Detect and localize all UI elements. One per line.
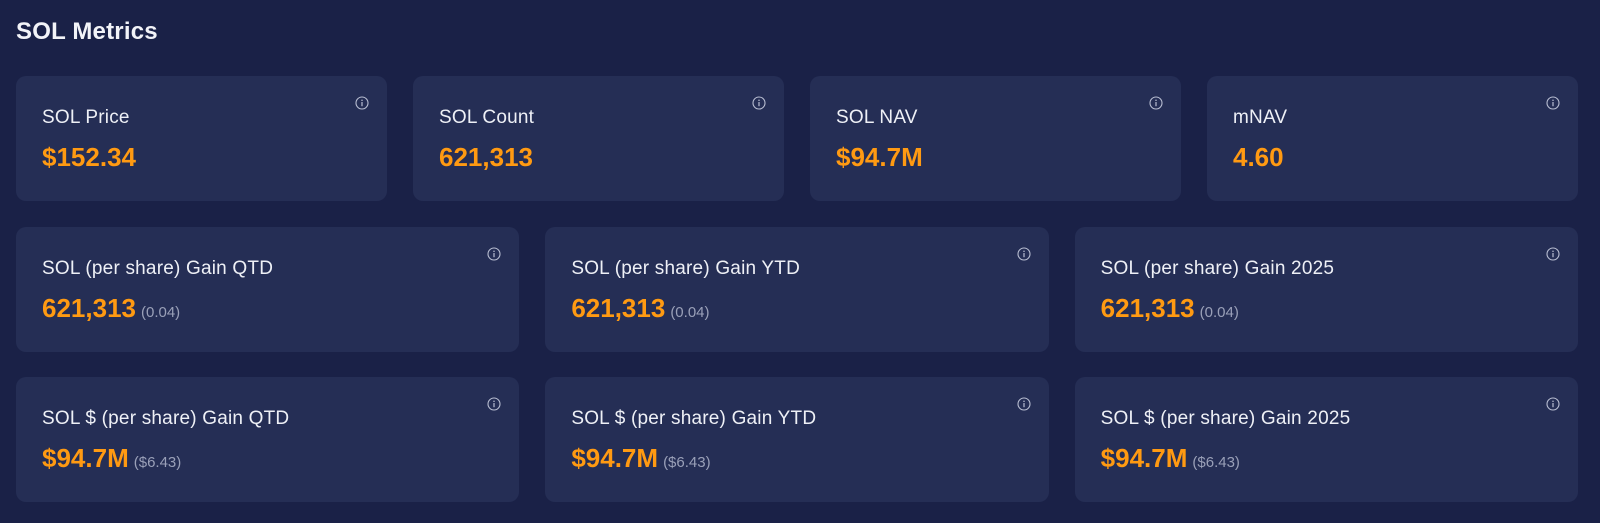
info-icon[interactable] [1546,247,1560,261]
metrics-row-dollar-per-share-gain: SOL $ (per share) Gain QTD $94.7M ($6.43… [16,377,1578,502]
metric-value-group: 4.60 [1233,142,1284,173]
info-icon[interactable] [1017,397,1031,411]
metric-label: SOL (per share) Gain QTD [42,258,274,279]
metric-card-per-share-gain-2025: SOL (per share) Gain 2025 621,313 (0.04) [1074,227,1578,352]
metric-value-group: 621,313 (0.04) [1101,293,1239,324]
metrics-row-primary: SOL Price $152.34 SOL Count 621,313 SOL … [16,76,1578,201]
metric-subvalue: ($6.43) [663,454,711,471]
metric-label: SOL (per share) Gain 2025 [1100,258,1335,279]
info-icon[interactable] [1546,397,1560,411]
metric-value-group: 621,313 (0.04) [42,293,180,324]
metric-label: SOL $ (per share) Gain 2025 [1100,408,1351,429]
metric-subvalue: ($6.43) [1192,454,1240,471]
metric-value-group: $152.34 [42,142,136,173]
metric-card-dollar-per-share-gain-ytd: SOL $ (per share) Gain YTD $94.7M ($6.43… [545,377,1049,502]
metric-label: SOL Price [42,107,130,128]
metric-subvalue: ($6.43) [133,454,182,471]
metric-value: $94.7M [836,142,923,172]
info-icon[interactable] [487,397,501,411]
metric-card-dollar-per-share-gain-2025: SOL $ (per share) Gain 2025 $94.7M ($6.4… [1074,377,1578,502]
info-icon[interactable] [1149,96,1163,110]
metric-card-per-share-gain-qtd: SOL (per share) Gain QTD 621,313 (0.04) [16,227,520,352]
metric-value: 621,313 [42,293,136,323]
metric-value: $152.34 [42,142,136,172]
metric-card-dollar-per-share-gain-qtd: SOL $ (per share) Gain QTD $94.7M ($6.43… [16,377,520,502]
info-icon[interactable] [752,96,766,110]
info-icon[interactable] [487,247,501,261]
metric-card-sol-count: SOL Count 621,313 [413,76,784,201]
metric-subvalue: (0.04) [670,304,710,321]
metric-value-group: $94.7M [836,142,923,173]
metric-card-per-share-gain-ytd: SOL (per share) Gain YTD 621,313 (0.04) [545,227,1049,352]
metric-value: $94.7M [42,443,129,473]
metric-value: 621,313 [571,293,666,323]
metric-label: SOL Count [439,107,535,128]
metric-label: SOL $ (per share) Gain QTD [42,408,290,429]
metric-value: 621,313 [1100,293,1195,323]
metrics-row-per-share-gain: SOL (per share) Gain QTD 621,313 (0.04) … [16,227,1578,352]
metric-label: mNAV [1233,107,1288,128]
metric-card-sol-nav: SOL NAV $94.7M [810,76,1181,201]
metric-value-group: 621,313 [439,142,533,173]
metric-label: SOL (per share) Gain YTD [571,258,800,279]
info-icon[interactable] [355,96,369,110]
metric-value: 621,313 [439,142,533,172]
metric-label: SOL $ (per share) Gain YTD [571,408,817,429]
info-icon[interactable] [1017,247,1031,261]
metric-card-sol-price: SOL Price $152.34 [16,76,387,201]
metric-card-mnav: mNAV 4.60 [1207,76,1578,201]
metric-value: $94.7M [571,443,659,473]
metric-value: 4.60 [1233,142,1284,172]
metric-label: SOL NAV [836,107,918,128]
page-title: SOL Metrics [16,18,158,45]
metric-value-group: $94.7M ($6.43) [42,443,181,474]
metric-subvalue: (0.04) [1199,304,1239,321]
metric-value-group: 621,313 (0.04) [571,293,709,324]
info-icon[interactable] [1546,96,1560,110]
metric-value-group: $94.7M ($6.43) [571,443,710,474]
metric-subvalue: (0.04) [140,304,181,321]
metric-value: $94.7M [1100,443,1188,473]
metric-value-group: $94.7M ($6.43) [1101,443,1240,474]
